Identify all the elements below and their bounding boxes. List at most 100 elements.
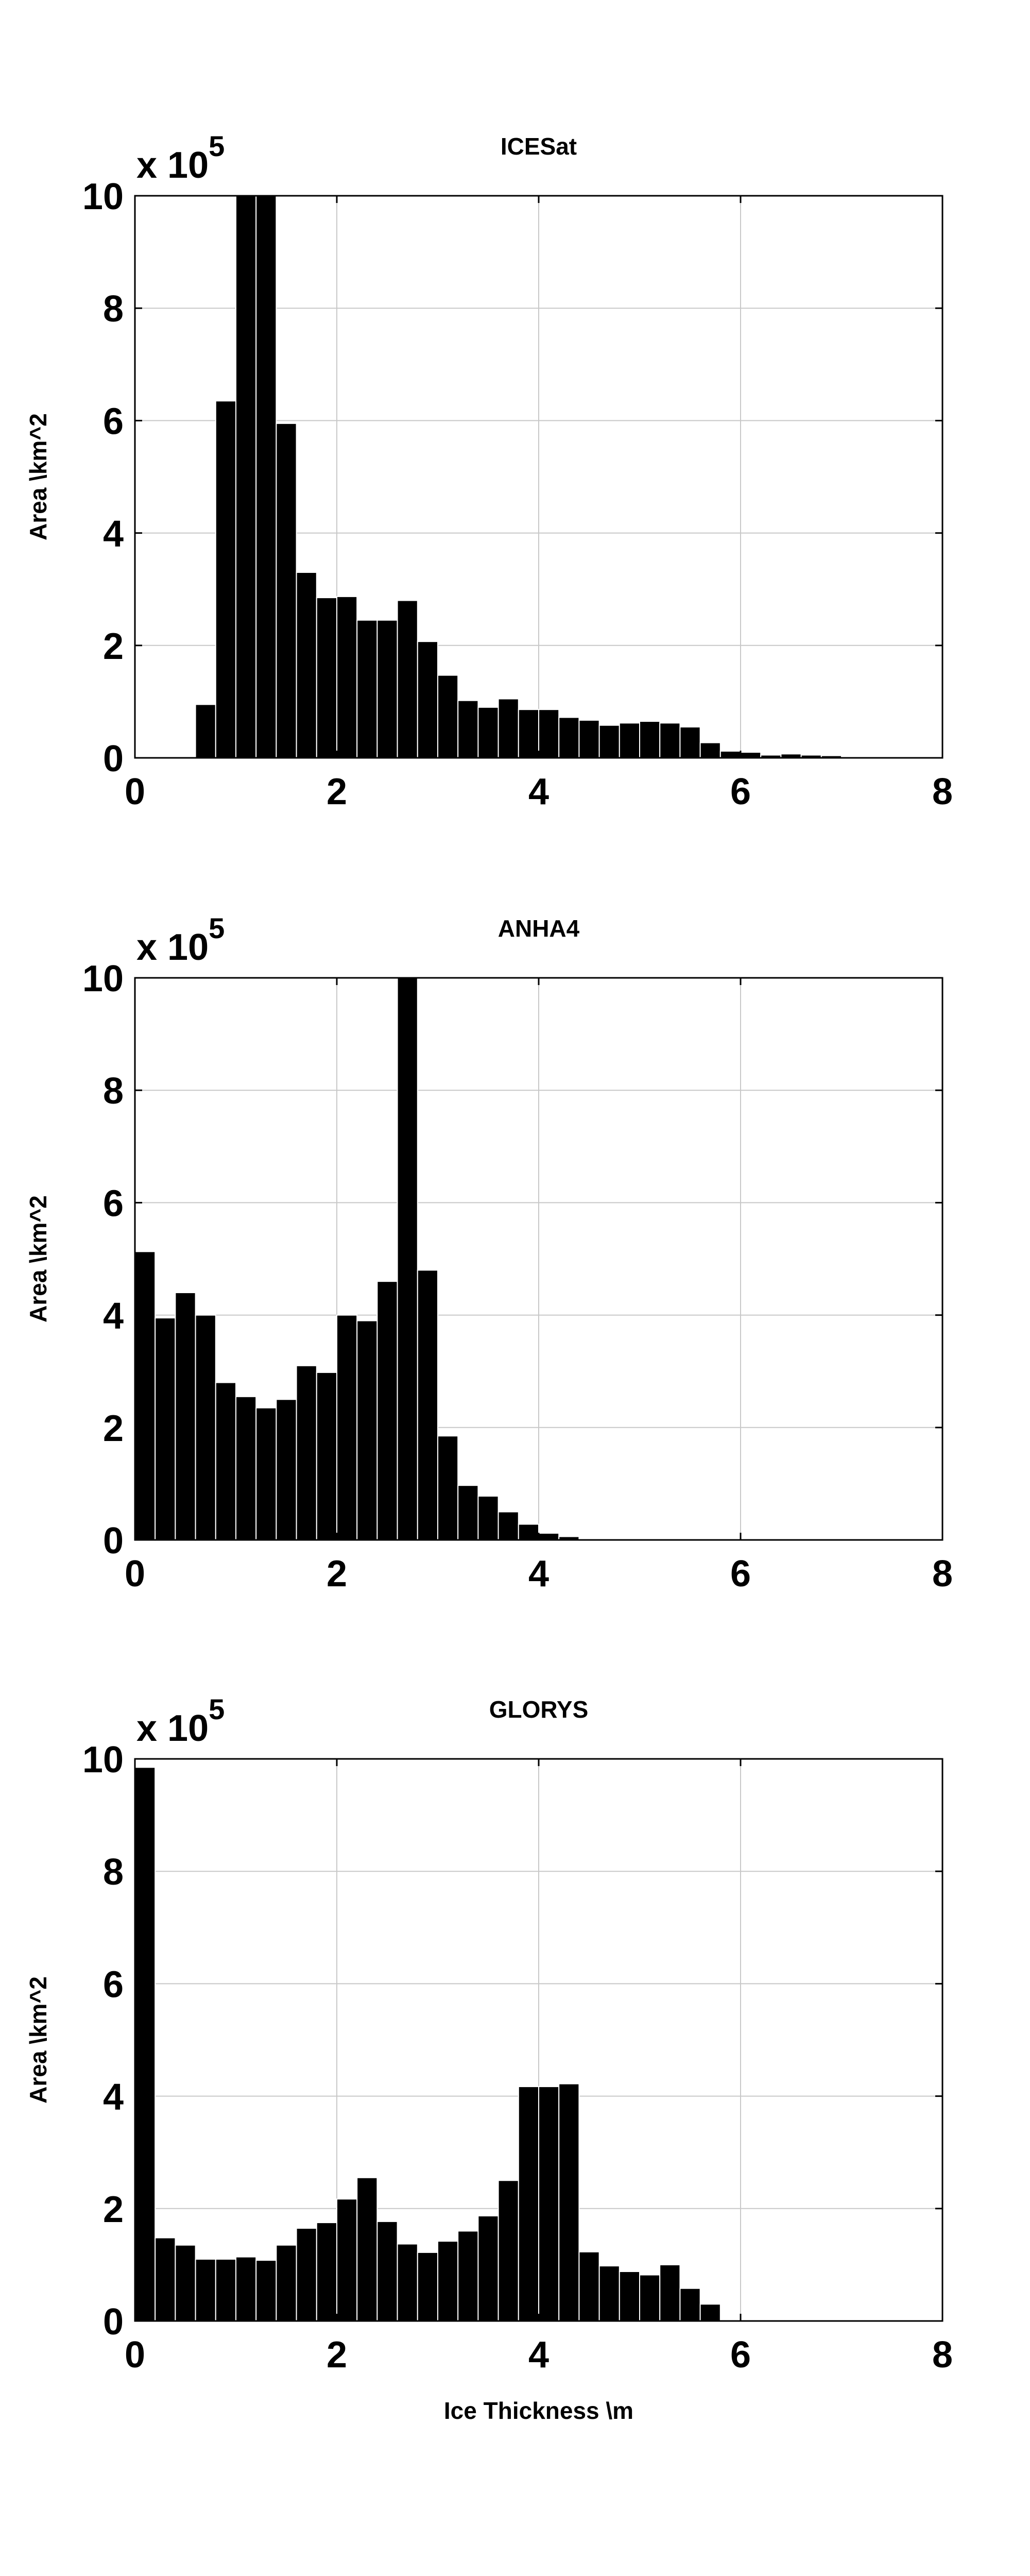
- histogram-bar: [639, 2274, 661, 2322]
- x-tick-label: 6: [730, 1553, 751, 1595]
- histogram-bar: [538, 2086, 560, 2321]
- histogram-bar: [518, 709, 539, 758]
- axis-multiplier: x 105: [136, 130, 225, 186]
- histogram-bar: [578, 2251, 600, 2322]
- histogram-bar: [699, 2303, 721, 2322]
- y-tick-label: 2: [103, 1408, 124, 1449]
- axis-multiplier-exponent: 5: [209, 1693, 225, 1725]
- y-tick-label: 10: [82, 176, 124, 217]
- histogram-bar: [215, 1382, 236, 1541]
- histogram-bar: [497, 698, 519, 758]
- histogram-bar: [598, 724, 620, 759]
- histogram-bar: [376, 2221, 398, 2322]
- histogram-bar: [518, 2086, 539, 2321]
- histogram-bar: [699, 742, 721, 758]
- y-tick-label: 2: [103, 2189, 124, 2230]
- x-tick-label: 2: [327, 1553, 347, 1595]
- histogram-bar: [356, 2177, 378, 2321]
- histogram-bar: [437, 2241, 459, 2322]
- histogram-bar: [235, 195, 257, 758]
- histogram-bar: [154, 2237, 176, 2322]
- histogram-bar: [477, 1495, 499, 1541]
- histogram-bar: [477, 706, 499, 759]
- histogram-bar: [195, 704, 216, 758]
- histogram-bar: [417, 1269, 438, 1541]
- histogram-bar: [417, 2251, 438, 2321]
- y-axis-label: Area \km^2: [25, 413, 52, 540]
- x-axis-label: Ice Thickness \m: [444, 2397, 633, 2424]
- y-tick-label: 6: [103, 401, 124, 442]
- chart-title: ICESat: [501, 133, 577, 160]
- histogram-bar: [619, 722, 641, 759]
- histogram-bar: [538, 1532, 560, 1540]
- histogram-bar: [235, 2256, 257, 2321]
- chart-title: GLORYS: [489, 1696, 589, 1723]
- histogram-bar: [356, 619, 378, 758]
- histogram-bar: [598, 2265, 620, 2322]
- y-tick-label: 4: [103, 1296, 124, 1337]
- y-tick-label: 6: [103, 1183, 124, 1224]
- y-tick-label: 4: [103, 2077, 124, 2118]
- x-tick-label: 4: [528, 2334, 549, 2376]
- histogram-bar: [457, 2230, 479, 2321]
- x-tick-label: 8: [932, 771, 953, 812]
- histogram-bar: [255, 195, 277, 758]
- histogram-bar: [719, 750, 742, 758]
- histogram-bar: [276, 422, 297, 758]
- histogram-bar: [457, 700, 479, 759]
- y-tick-label: 0: [103, 1520, 124, 1562]
- y-tick-label: 8: [103, 1852, 124, 1893]
- histogram-bar: [215, 2258, 236, 2322]
- histogram-bar: [175, 1292, 196, 1540]
- histogram-bar: [296, 1365, 317, 1541]
- histogram-bar: [740, 752, 762, 758]
- histogram-bar: [336, 596, 358, 759]
- histogram-bar: [316, 2222, 337, 2322]
- y-axis-label: Area \km^2: [25, 1976, 52, 2104]
- y-tick-label: 10: [82, 1739, 124, 1781]
- histogram-bar: [639, 721, 661, 758]
- x-tick-label: 4: [528, 1553, 549, 1595]
- histogram-bar: [437, 1435, 459, 1541]
- x-tick-label: 6: [730, 771, 751, 812]
- y-tick-label: 4: [103, 514, 124, 555]
- y-tick-label: 10: [82, 958, 124, 999]
- histogram-bar: [659, 722, 681, 759]
- histogram-bar: [437, 674, 459, 759]
- y-tick-label: 0: [103, 738, 124, 779]
- histogram-bar: [255, 2260, 277, 2321]
- histogram-bar: [316, 597, 337, 758]
- histogram-bar: [397, 2243, 418, 2322]
- chart-panel-1: 0 2 4 6 8 0 2 4 6 8 10 x 105 ICESat Area \km^2: [25, 130, 953, 812]
- histogram-bar: [276, 1399, 297, 1540]
- histogram-bar: [356, 1320, 378, 1540]
- x-tick-label: 2: [327, 2334, 347, 2376]
- histogram-bar: [376, 1281, 398, 1540]
- histogram-bar: [175, 2244, 196, 2321]
- histogram-bar: [296, 571, 317, 758]
- histogram-bar: [296, 2227, 317, 2321]
- histogram-bar: [215, 400, 236, 758]
- histogram-bar: [518, 1523, 539, 1540]
- histogram-bar: [457, 1485, 479, 1541]
- histogram-bar: [397, 977, 418, 1540]
- histogram-bar: [558, 2083, 580, 2321]
- chart-title: ANHA4: [498, 915, 580, 942]
- x-tick-label: 0: [125, 2334, 145, 2376]
- histogram-bar: [497, 2180, 519, 2321]
- histogram-bar: [417, 641, 438, 758]
- histogram-bar: [336, 1314, 358, 1541]
- histogram-bar: [497, 1511, 519, 1540]
- histogram-bar: [336, 2198, 358, 2321]
- x-tick-label: 0: [125, 1553, 145, 1595]
- histogram-bar: [276, 2244, 297, 2321]
- x-tick-label: 0: [125, 771, 145, 812]
- y-tick-label: 6: [103, 1964, 124, 2005]
- histogram-bar: [195, 1314, 216, 1541]
- histogram-bar: [477, 2215, 499, 2321]
- x-tick-label: 8: [932, 1553, 953, 1595]
- histogram-bar: [679, 2287, 701, 2322]
- axis-multiplier: x 105: [136, 1693, 225, 1749]
- histogram-bar: [134, 1251, 156, 1540]
